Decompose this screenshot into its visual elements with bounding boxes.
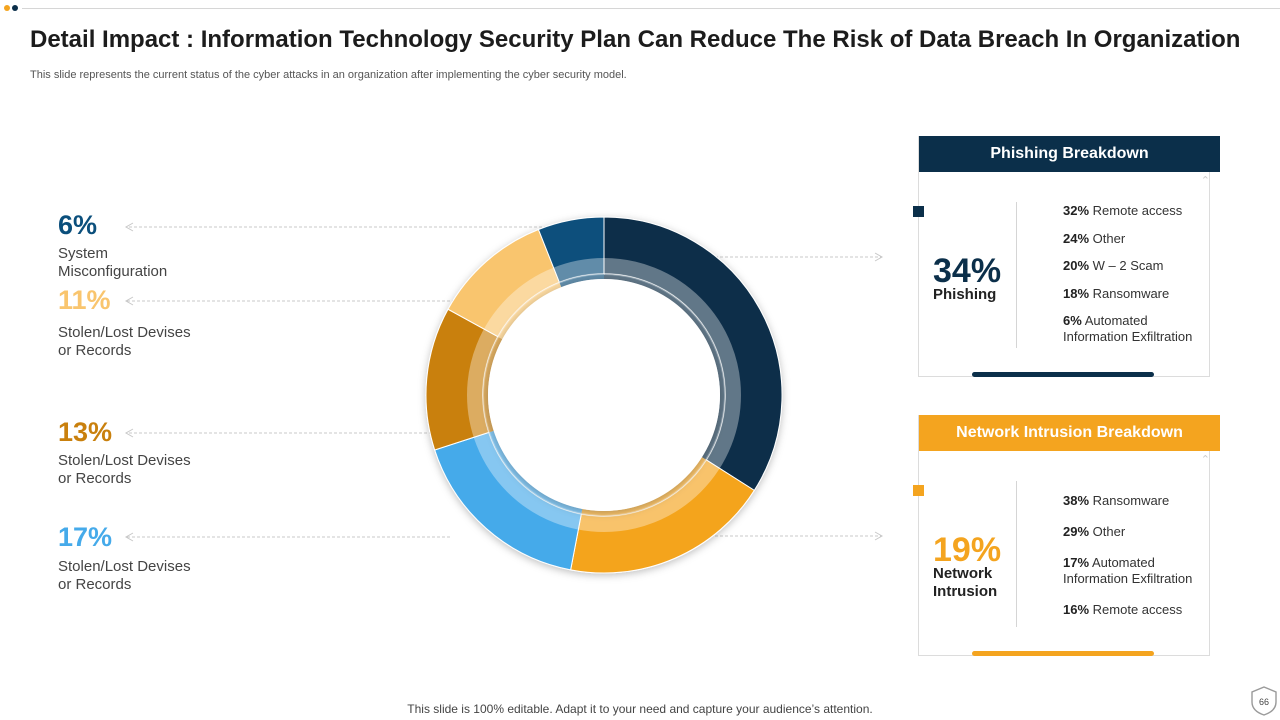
legend-pct-stolen-11: 11% (58, 285, 111, 315)
donut-slice-highlight (559, 273, 604, 284)
phishing-card: Phishing Breakdown ⌃ 34% Phishing 32% Re… (913, 136, 1220, 377)
network-card: Network Intrusion Breakdown ⌃ 19% Networ… (913, 415, 1220, 656)
network-square-icon (913, 485, 924, 496)
donut-slice-highlight (581, 459, 708, 517)
network-item: 17% Automated Information Exfiltration (1063, 555, 1193, 586)
phishing-item: 32% Remote access (1063, 203, 1183, 218)
donut-center (488, 279, 720, 511)
donut-slice-inner (581, 457, 707, 516)
legend-label-stolen-13: Stolen/Lost Devises or Records (58, 452, 191, 487)
donut-slice-inner (497, 282, 562, 340)
donut-rings (425, 216, 783, 574)
network-divider (1016, 481, 1017, 627)
arrowhead-icon (124, 296, 134, 306)
phishing-accent-bar (972, 372, 1154, 377)
donut-slice-inner (482, 336, 503, 433)
network-item: 16% Remote access (1063, 602, 1183, 617)
arrowhead-icon (124, 428, 134, 438)
phishing-divider (1016, 202, 1017, 348)
legend-pct-misconfiguration: 6% (58, 210, 98, 240)
phishing-square-icon (913, 206, 924, 217)
page-number: 66 (1259, 697, 1269, 707)
network-name: Network Intrusion (933, 565, 998, 600)
phishing-card-header: Phishing Breakdown (919, 136, 1220, 172)
slide-title: Detail Impact : Information Technology S… (30, 26, 1241, 53)
arrowhead-icon (874, 252, 884, 262)
phishing-item: 24% Other (1063, 231, 1126, 246)
legend-label-stolen-11: Stolen/Lost Devises or Records (58, 324, 191, 359)
legend-pct-stolen-13: 13% (58, 417, 113, 447)
navy-dot-icon (12, 5, 18, 11)
arrowhead-icon (124, 222, 134, 232)
phishing-name: Phishing (933, 286, 997, 303)
chevron-up-icon: ⌃ (1200, 454, 1210, 466)
legend-label-stolen-17: Stolen/Lost Devises or Records (58, 558, 191, 593)
legend-pct-stolen-17: 17% (58, 522, 113, 552)
arrowhead-icon (874, 531, 884, 541)
network-accent-bar (972, 651, 1154, 656)
donut-inner-band (467, 258, 741, 532)
phishing-item: 20% W – 2 Scam (1063, 258, 1164, 273)
donut-slice-highlight (481, 336, 499, 433)
arrowhead-icon (124, 532, 134, 542)
network-item: 38% Ransomware (1063, 493, 1170, 508)
slide-subtitle: This slide represents the current status… (30, 69, 627, 81)
chevron-up-icon: ⌃ (1200, 175, 1210, 187)
legend-label-misconfiguration: System Misconfiguration (58, 245, 168, 280)
slide-footer: This slide is 100% editable. Adapt it to… (407, 702, 873, 716)
donut-slice-inner (604, 274, 725, 460)
phishing-item: 6% Automated Information Exfiltration (1063, 313, 1193, 344)
phishing-pct: 34% (933, 252, 1002, 290)
donut-slice-inner (559, 274, 604, 288)
network-pct: 19% (933, 531, 1002, 569)
phishing-item: 18% Ransomware (1063, 286, 1170, 301)
network-card-header: Network Intrusion Breakdown (919, 415, 1220, 451)
page-number-badge: 66 (1251, 686, 1277, 716)
orange-dot-icon (4, 5, 10, 11)
top-divider (22, 8, 1280, 9)
network-item: 29% Other (1063, 524, 1126, 539)
